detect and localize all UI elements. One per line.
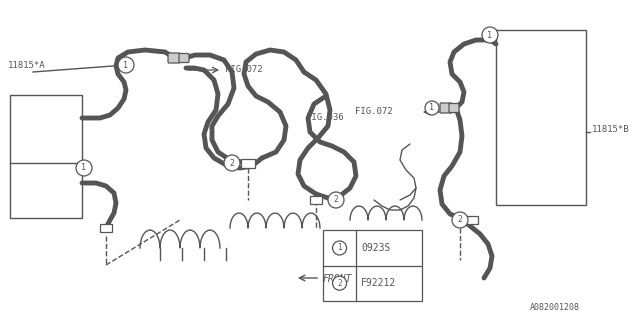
Text: FRONT: FRONT: [323, 274, 353, 284]
Bar: [10, 95, 82, 218]
FancyBboxPatch shape: [168, 53, 180, 63]
Circle shape: [224, 155, 240, 171]
Bar: [323, 230, 422, 301]
Circle shape: [425, 101, 439, 115]
FancyBboxPatch shape: [440, 103, 452, 113]
Text: 11815*A: 11815*A: [8, 61, 45, 70]
Bar: [100, 224, 112, 232]
Circle shape: [118, 57, 134, 73]
FancyBboxPatch shape: [449, 103, 459, 113]
Text: 2: 2: [230, 158, 234, 167]
FancyBboxPatch shape: [179, 53, 189, 62]
Text: FIG.036: FIG.036: [306, 113, 344, 122]
Text: 11815*B: 11815*B: [592, 125, 630, 134]
Circle shape: [333, 241, 347, 255]
Bar: [496, 30, 586, 205]
Text: FIG.072: FIG.072: [225, 65, 262, 74]
Text: 1: 1: [337, 244, 342, 252]
Text: FIG.072: FIG.072: [355, 107, 392, 116]
Text: 1: 1: [429, 103, 435, 113]
Bar: [466, 216, 478, 224]
Text: 2: 2: [458, 215, 463, 225]
Text: 0923S: 0923S: [361, 243, 390, 253]
Circle shape: [482, 27, 498, 43]
Text: 1: 1: [488, 30, 493, 39]
Circle shape: [76, 160, 92, 176]
Circle shape: [333, 276, 347, 290]
Text: F92212: F92212: [361, 278, 396, 288]
Circle shape: [452, 212, 468, 228]
Circle shape: [328, 192, 344, 208]
Text: 1: 1: [81, 164, 86, 172]
Text: 2: 2: [337, 279, 342, 288]
Text: 1: 1: [124, 60, 129, 69]
Bar: [241, 158, 255, 167]
Bar: [310, 196, 322, 204]
Text: A082001208: A082001208: [530, 303, 580, 312]
Text: 2: 2: [333, 196, 339, 204]
